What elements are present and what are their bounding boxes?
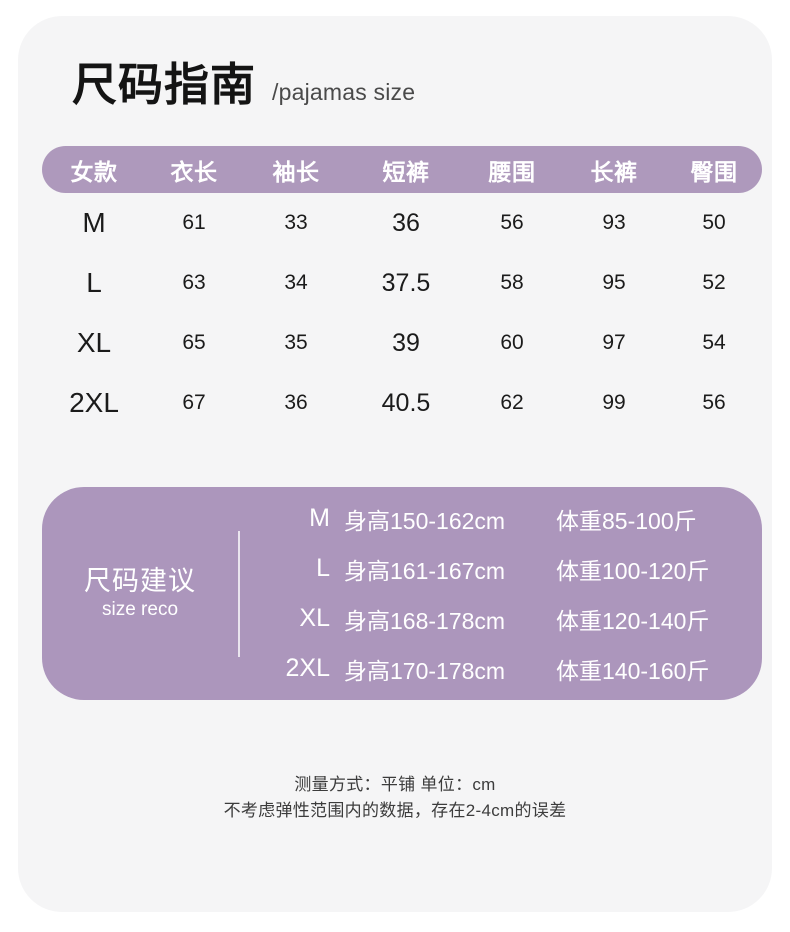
reco-size: 2XL: [285, 654, 330, 682]
recommendation-list: M 身高150-162cm 体重85-100斤 L 身高161-167cm 体重…: [240, 494, 762, 694]
column-header-sleeve: 袖长: [272, 158, 320, 185]
reco-height: 身高170-178cm: [344, 657, 506, 684]
cell-hip: 54: [702, 331, 726, 354]
cell-hip: 56: [702, 391, 726, 414]
column-header-waist: 腰围: [488, 158, 536, 185]
cell-sleeve: 35: [284, 331, 308, 354]
reco-weight: 体重120-140斤: [556, 607, 710, 634]
reco-height: 身高161-167cm: [344, 557, 506, 584]
column-header-size: 女款: [70, 158, 118, 185]
size-table: 女款 衣长 袖长 短裤 腰围 长裤 臀围 M 61 33 36 56 93 50…: [42, 146, 762, 433]
row-size-label: M: [82, 207, 106, 238]
note-measurement: 测量方式：平铺 单位：cm: [294, 775, 496, 794]
column-header-shorts: 短裤: [382, 158, 430, 185]
column-header-pants: 长裤: [590, 158, 638, 185]
recommendation-label-cn: 尺码建议: [84, 565, 196, 596]
list-item: L 身高161-167cm 体重100-120斤: [252, 544, 762, 594]
table-row: XL 65 35 39 60 97 54: [42, 313, 762, 373]
cell-length: 67: [182, 391, 206, 414]
reco-height: 身高150-162cm: [344, 507, 506, 534]
cell-length: 61: [182, 211, 206, 234]
recommendation-label-en: size reco: [101, 599, 179, 621]
reco-height: 身高168-178cm: [344, 607, 506, 634]
cell-length: 63: [182, 271, 206, 294]
reco-size: M: [309, 504, 330, 532]
size-table-header-row: 女款 衣长 袖长 短裤 腰围 长裤 臀围: [42, 146, 762, 193]
row-size-label: 2XL: [69, 387, 119, 418]
cell-sleeve: 34: [284, 271, 308, 294]
reco-weight: 体重100-120斤: [556, 557, 710, 584]
note-tolerance: 不考虑弹性范围内的数据，存在2-4cm的误差: [223, 801, 567, 820]
cell-waist: 56: [500, 211, 524, 234]
cell-pants: 99: [602, 391, 626, 414]
cell-pants: 97: [602, 331, 626, 354]
page-title-en: /pajamas size: [272, 79, 416, 105]
cell-sleeve: 33: [284, 211, 308, 234]
table-row: 2XL 67 36 40.5 62 99 56: [42, 373, 762, 433]
table-row: M 61 33 36 56 93 50: [42, 193, 762, 253]
reco-weight: 体重85-100斤: [556, 507, 697, 534]
cell-waist: 60: [500, 331, 524, 354]
cell-sleeve: 36: [284, 391, 308, 414]
cell-shorts: 40.5: [381, 388, 431, 417]
cell-waist: 62: [500, 391, 524, 414]
size-recommendation-box: 尺码建议 size reco M 身高150-162cm 体重85-100斤 L…: [42, 487, 762, 700]
footer-notes: 测量方式：平铺 单位：cm 不考虑弹性范围内的数据，存在2-4cm的误差: [0, 772, 790, 824]
column-header-length: 衣长: [170, 158, 218, 185]
row-size-label: XL: [76, 327, 112, 358]
page-title: 尺码指南 /pajamas size: [72, 62, 415, 107]
recommendation-label: 尺码建议 size reco: [42, 565, 238, 622]
list-item: 2XL 身高170-178cm 体重140-160斤: [252, 644, 762, 694]
list-item: M 身高150-162cm 体重85-100斤: [252, 494, 762, 544]
cell-waist: 58: [500, 271, 524, 294]
cell-shorts: 36: [392, 208, 420, 237]
cell-length: 65: [182, 331, 206, 354]
reco-size: L: [316, 554, 330, 582]
reco-weight: 体重140-160斤: [556, 657, 710, 684]
table-row: L 63 34 37.5 58 95 52: [42, 253, 762, 313]
list-item: XL 身高168-178cm 体重120-140斤: [252, 594, 762, 644]
cell-shorts: 37.5: [381, 268, 431, 297]
cell-pants: 93: [602, 211, 626, 234]
vertical-divider: [238, 530, 240, 657]
row-size-label: L: [86, 267, 102, 298]
reco-size: XL: [299, 604, 330, 632]
cell-hip: 50: [702, 211, 726, 234]
page-title-cn: 尺码指南: [72, 59, 257, 110]
cell-pants: 95: [602, 271, 626, 294]
column-header-hip: 臀围: [690, 158, 738, 185]
cell-shorts: 39: [392, 328, 420, 357]
cell-hip: 52: [702, 271, 726, 294]
